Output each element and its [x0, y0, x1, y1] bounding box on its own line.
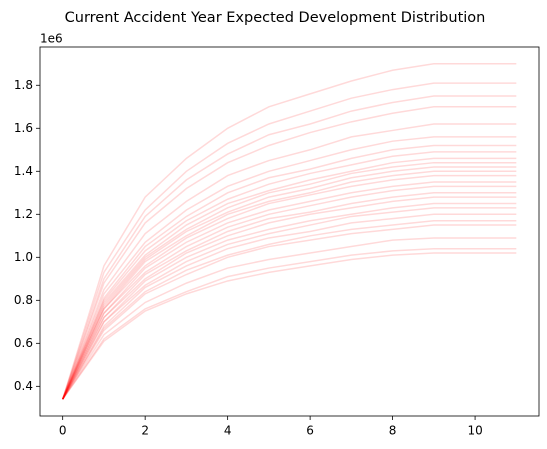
y-tick-label: 0.6 — [14, 336, 33, 350]
series-line — [62, 247, 517, 400]
y-tick-label: 1.6 — [14, 121, 33, 135]
series-line — [61, 136, 517, 400]
chart-title: Current Accident Year Expected Developme… — [65, 10, 486, 26]
series-line — [61, 123, 517, 400]
series-line — [61, 144, 517, 400]
x-tick-label: 8 — [389, 424, 397, 438]
series-line — [61, 166, 517, 400]
x-tick-label: 6 — [306, 424, 314, 438]
series-line — [61, 82, 517, 400]
series-line — [62, 192, 517, 400]
y-tick-label: 1.4 — [14, 164, 33, 178]
series-line — [62, 196, 517, 400]
x-tick-label: 10 — [467, 424, 482, 438]
x-tick-label: 0 — [59, 424, 67, 438]
series-line — [61, 95, 517, 400]
series-line — [62, 185, 517, 400]
x-tick-label: 4 — [224, 424, 232, 438]
series-line — [62, 237, 517, 400]
series-line — [61, 106, 517, 400]
series-line — [61, 161, 517, 400]
y-tick-label: 1.8 — [14, 78, 33, 92]
y-tick-label: 0.8 — [14, 293, 33, 307]
series-line — [62, 219, 517, 400]
series-line — [62, 207, 517, 400]
series-line — [61, 170, 517, 400]
y-tick-label: 1.2 — [14, 207, 33, 221]
series-line — [62, 213, 517, 400]
axes-frame — [39, 46, 540, 417]
series-line — [61, 151, 517, 400]
series-line — [62, 252, 517, 400]
series-line — [62, 224, 517, 400]
y-tick-label: 1.0 — [14, 250, 33, 264]
series-line — [61, 157, 517, 400]
y-tick-label: 0.4 — [14, 379, 33, 393]
series-line — [62, 202, 517, 400]
y-offset-label: 1e6 — [40, 32, 63, 46]
series-line — [62, 181, 517, 400]
series-line — [61, 174, 517, 400]
series-line — [61, 63, 517, 400]
x-tick-label: 2 — [141, 424, 149, 438]
